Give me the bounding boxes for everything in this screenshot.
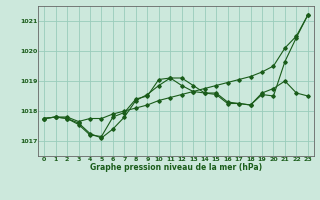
X-axis label: Graphe pression niveau de la mer (hPa): Graphe pression niveau de la mer (hPa) (90, 163, 262, 172)
